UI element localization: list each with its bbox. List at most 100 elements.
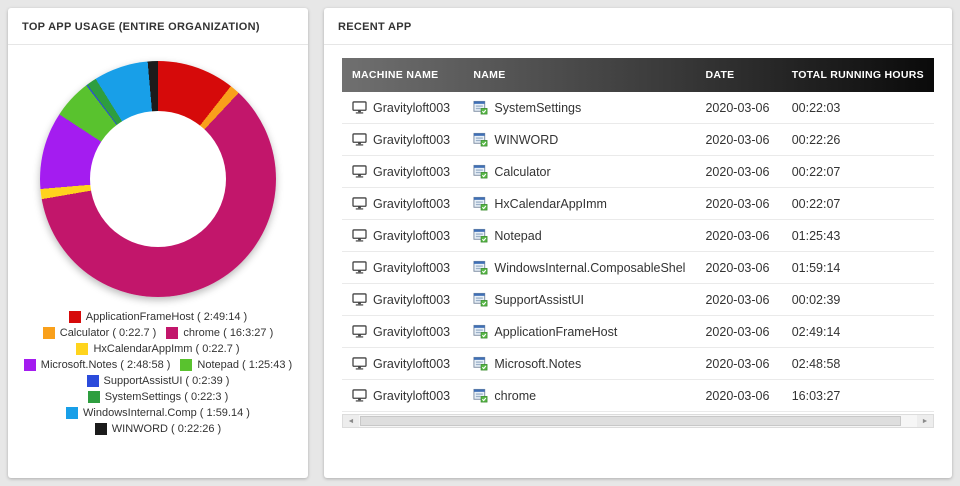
app-name-cell: Microsoft.Notes (463, 347, 696, 380)
legend-item[interactable]: WindowsInternal.Comp ( 1:59.14 ) (66, 407, 250, 419)
machine-name: Gravityloft003 (373, 324, 451, 339)
app-icon (473, 292, 488, 307)
date-cell: 2020-03-06 (695, 315, 782, 348)
app-icon (473, 260, 488, 275)
table-header-row: MACHINE NAME NAME DATE TOTAL RUNNING HOURS (342, 58, 934, 92)
legend-swatch (42, 327, 55, 339)
monitor-icon (352, 325, 367, 338)
app-icon (473, 356, 488, 371)
scroll-right-arrow[interactable]: ► (917, 415, 933, 427)
app-name: ApplicationFrameHost (494, 324, 618, 339)
machine-cell: Gravityloft003 (342, 219, 464, 252)
legend-swatch (86, 375, 99, 387)
legend-swatch (166, 327, 179, 339)
legend-item[interactable]: Microsoft.Notes ( 2:48:58 ) (23, 359, 170, 371)
machine-cell: Gravityloft003 (342, 283, 464, 316)
hours-cell: 02:48:58 (781, 347, 934, 380)
scroll-left-arrow[interactable]: ◄ (343, 415, 359, 427)
app-name: SupportAssistUI (494, 292, 585, 307)
app-name: HxCalendarAppImm (494, 196, 607, 211)
monitor-icon (352, 101, 367, 114)
column-header: DATE (705, 69, 735, 81)
recent-app-panel: RECENT APP MACHINE NAME NAME DATE TOTAL RUN… (324, 8, 952, 478)
legend-item[interactable]: WINWORD ( 0:22:26 ) (94, 423, 222, 435)
horizontal-scrollbar[interactable]: ◄ ► (342, 414, 934, 428)
machine-cell: Gravityloft003 (342, 123, 464, 156)
legend-item[interactable]: SystemSettings ( 0:22:3 ) (87, 391, 229, 403)
hours-cell: 16:03:27 (781, 379, 934, 412)
legend-swatch (94, 423, 107, 435)
legend-item[interactable]: HxCalendarAppImm ( 0:22.7 ) (76, 343, 240, 355)
legend-item[interactable]: Notepad ( 1:25:43 ) (180, 359, 292, 371)
machine-cell: Gravityloft003 (342, 347, 464, 380)
table-row: Gravityloft003 WindowsInternal.Composable… (342, 251, 934, 284)
monitor-icon (352, 261, 367, 274)
date-cell: 2020-03-06 (695, 187, 782, 220)
monitor-icon (352, 165, 367, 178)
table-row: Gravityloft003 Notepad 2020-03-06 01:25:43 (342, 219, 934, 252)
legend-label: Notepad ( 1:25:43 ) (197, 359, 293, 371)
app-name-cell: Notepad (463, 219, 696, 252)
date-cell: 2020-03-06 (695, 123, 782, 156)
recent-app-title: RECENT APP (324, 8, 952, 45)
legend-item[interactable]: ApplicationFrameHost ( 2:49:14 ) (68, 311, 248, 323)
legend-label: ApplicationFrameHost ( 2:49:14 ) (85, 311, 248, 323)
legend-item[interactable]: Calculator ( 0:22.7 ) (42, 327, 156, 339)
top-app-usage-panel: TOP APP USAGE (ENTIRE ORGANIZATION) Appl… (8, 8, 308, 478)
date-cell: 2020-03-06 (695, 379, 782, 412)
scrollbar-track[interactable] (359, 415, 917, 427)
app-name-cell: WindowsInternal.ComposableShel (463, 251, 696, 284)
monitor-icon (352, 357, 367, 370)
top-app-usage-title: TOP APP USAGE (ENTIRE ORGANIZATION) (8, 8, 308, 45)
legend-item[interactable]: chrome ( 16:3:27 ) (166, 327, 273, 339)
app-name: WINWORD (494, 132, 559, 147)
scrollbar-thumb[interactable] (360, 416, 902, 426)
machine-name: Gravityloft003 (373, 292, 451, 307)
machine-name: Gravityloft003 (373, 164, 451, 179)
table-row: Gravityloft003 chrome 2020-03-06 16:03:27 (342, 379, 934, 412)
table-row: Gravityloft003 Calculator 2020-03-06 00:22:… (342, 155, 934, 188)
app-usage-donut-chart[interactable] (40, 61, 276, 297)
monitor-icon (352, 197, 367, 210)
table-row: Gravityloft003 SupportAssistUI 2020-03-06 0… (342, 283, 934, 316)
machine-name: Gravityloft003 (373, 100, 451, 115)
machine-name: Gravityloft003 (373, 132, 451, 147)
monitor-icon (352, 293, 367, 306)
hours-cell: 00:22:26 (781, 123, 934, 156)
legend-label: SupportAssistUI ( 0:2:39 ) (103, 375, 230, 387)
machine-name: Gravityloft003 (373, 196, 451, 211)
legend-item[interactable]: SupportAssistUI ( 0:2:39 ) (86, 375, 230, 387)
legend-swatch (180, 359, 193, 371)
date-cell: 2020-03-06 (695, 219, 782, 252)
date-cell: 2020-03-06 (695, 155, 782, 188)
hours-cell: 00:22:03 (781, 92, 934, 124)
date-cell: 2020-03-06 (695, 92, 782, 124)
column-header: MACHINE NAME (352, 69, 439, 81)
table-row: Gravityloft003 SystemSettings 2020-03-06 00… (342, 92, 934, 124)
app-icon (473, 196, 488, 211)
legend-swatch (68, 311, 81, 323)
table-row: Gravityloft003 Microsoft.Notes 2020-03-06 0… (342, 347, 934, 380)
app-name-cell: HxCalendarAppImm (463, 187, 696, 220)
table-row: Gravityloft003 ApplicationFrameHost 2020-0… (342, 315, 934, 348)
machine-cell: Gravityloft003 (342, 187, 464, 220)
legend-label: HxCalendarAppImm ( 0:22.7 ) (93, 343, 240, 355)
hours-cell: 02:49:14 (781, 315, 934, 348)
legend-label: SystemSettings ( 0:22:3 ) (104, 391, 229, 403)
column-header: NAME (473, 69, 506, 81)
app-icon (473, 164, 488, 179)
legend-label: WINWORD ( 0:22:26 ) (111, 423, 222, 435)
monitor-icon (352, 133, 367, 146)
app-icon (473, 324, 488, 339)
app-name-cell: SystemSettings (463, 92, 696, 124)
machine-name: Gravityloft003 (373, 388, 451, 403)
app-icon (473, 100, 488, 115)
recent-app-table: MACHINE NAME NAME DATE TOTAL RUNNING HOURS … (342, 58, 934, 412)
hours-cell: 00:22:07 (781, 155, 934, 188)
app-name-cell: SupportAssistUI (463, 283, 696, 316)
date-cell: 2020-03-06 (695, 283, 782, 316)
machine-cell: Gravityloft003 (342, 315, 464, 348)
hours-cell: 01:59:14 (781, 251, 934, 284)
app-name: SystemSettings (494, 100, 582, 115)
